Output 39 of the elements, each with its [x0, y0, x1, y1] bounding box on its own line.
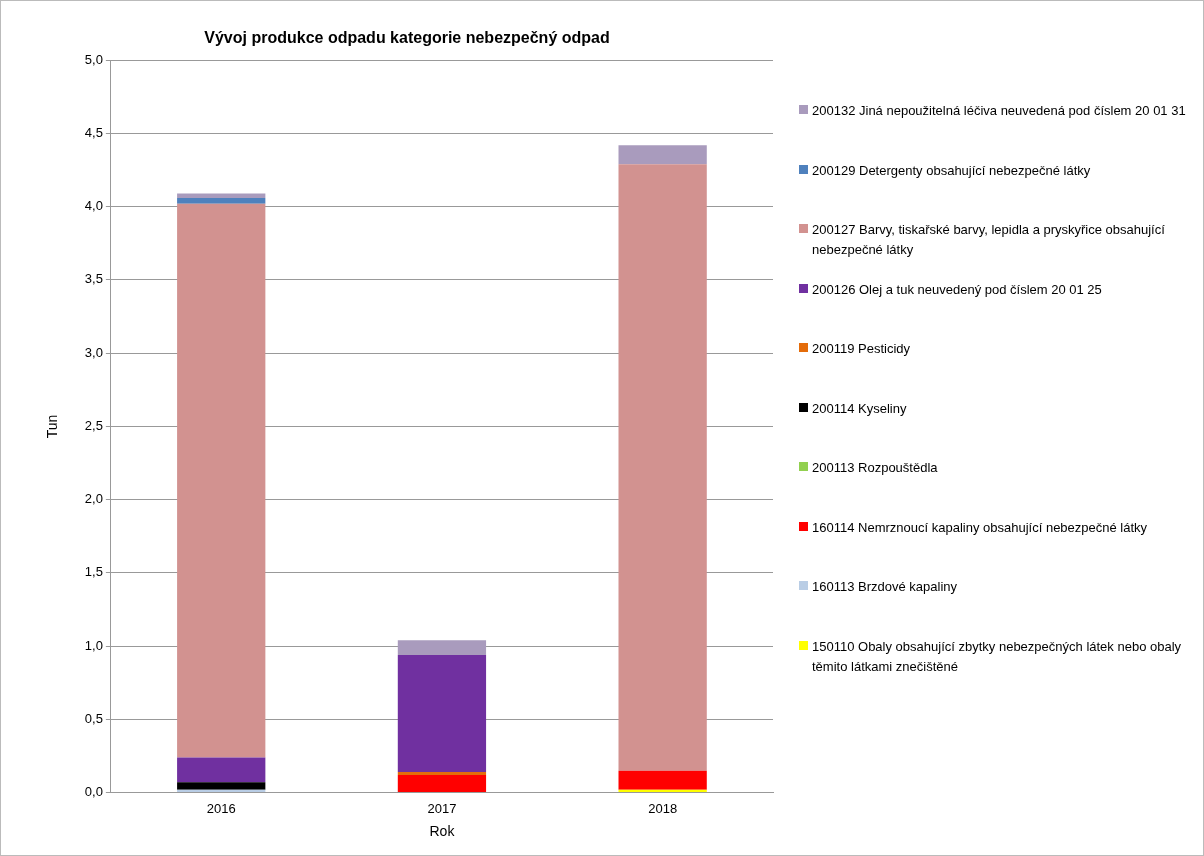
legend-label: 160114 Nemrznoucí kapaliny obsahující nebezpečné látky — [812, 518, 1148, 537]
x-tick-label: 2018 — [648, 800, 678, 816]
legend-label: 200113 Rozpouštědla — [812, 459, 938, 477]
y-tick-label: 2,0 — [84, 491, 103, 507]
bar — [177, 193, 266, 198]
bar — [397, 772, 487, 776]
y-tick-label: 3,5 — [84, 271, 103, 287]
x-tick-label: 2017 — [427, 800, 457, 816]
x-tick-label: 2016 — [206, 800, 236, 816]
legend-label: 150110 Obaly obsahující zbytky nebezpečných látek nebo obaly těmito látkami znečištěné — [812, 637, 1183, 676]
bar — [177, 782, 266, 790]
bar — [618, 164, 707, 771]
y-tick-label: 1,5 — [84, 564, 103, 580]
y-axis-title: Tun — [44, 414, 61, 439]
legend-label: 200129 Detergenty obsahující nebezpečné látky — [812, 161, 1091, 180]
bar — [177, 197, 266, 204]
bar — [397, 654, 487, 773]
y-tick-label: 0,5 — [84, 710, 103, 726]
y-tick-label: 3,0 — [84, 344, 103, 360]
y-tick-label: 4,0 — [84, 198, 103, 214]
legend-label: 200126 Olej a tuk neuvedený pod číslem 20 01 25 — [812, 280, 1102, 299]
legend-label: 200114 Kyseliny — [812, 399, 907, 418]
x-axis-title: Rok — [429, 823, 456, 840]
bar — [397, 640, 487, 655]
legend-label: 200127 Barvy, tiskařské barvy, lepidla a pryskyřice obsahující nebezpečné látky — [812, 221, 1166, 259]
y-tick-label: 4,5 — [84, 125, 103, 141]
bar — [618, 770, 707, 790]
legend-label: 160113 Brzdové kapaliny — [812, 578, 958, 596]
y-tick-label: 5,0 — [84, 51, 103, 67]
bar — [397, 775, 487, 793]
bar — [177, 203, 266, 758]
y-tick-label: 0,0 — [84, 784, 103, 800]
chart-title: Vývoj produkce odpadu kategorie nebezpečný odpad — [204, 29, 610, 47]
y-tick-label: 1,0 — [84, 637, 103, 653]
bar — [177, 757, 266, 783]
legend-label: 200132 Jiná nepoužitelná léčiva neuvedená pod číslem 20 01 31 — [812, 102, 1186, 120]
legend-label: 200119 Pesticidy — [812, 340, 911, 358]
y-tick-label: 2,5 — [84, 417, 103, 433]
bar — [618, 145, 707, 165]
